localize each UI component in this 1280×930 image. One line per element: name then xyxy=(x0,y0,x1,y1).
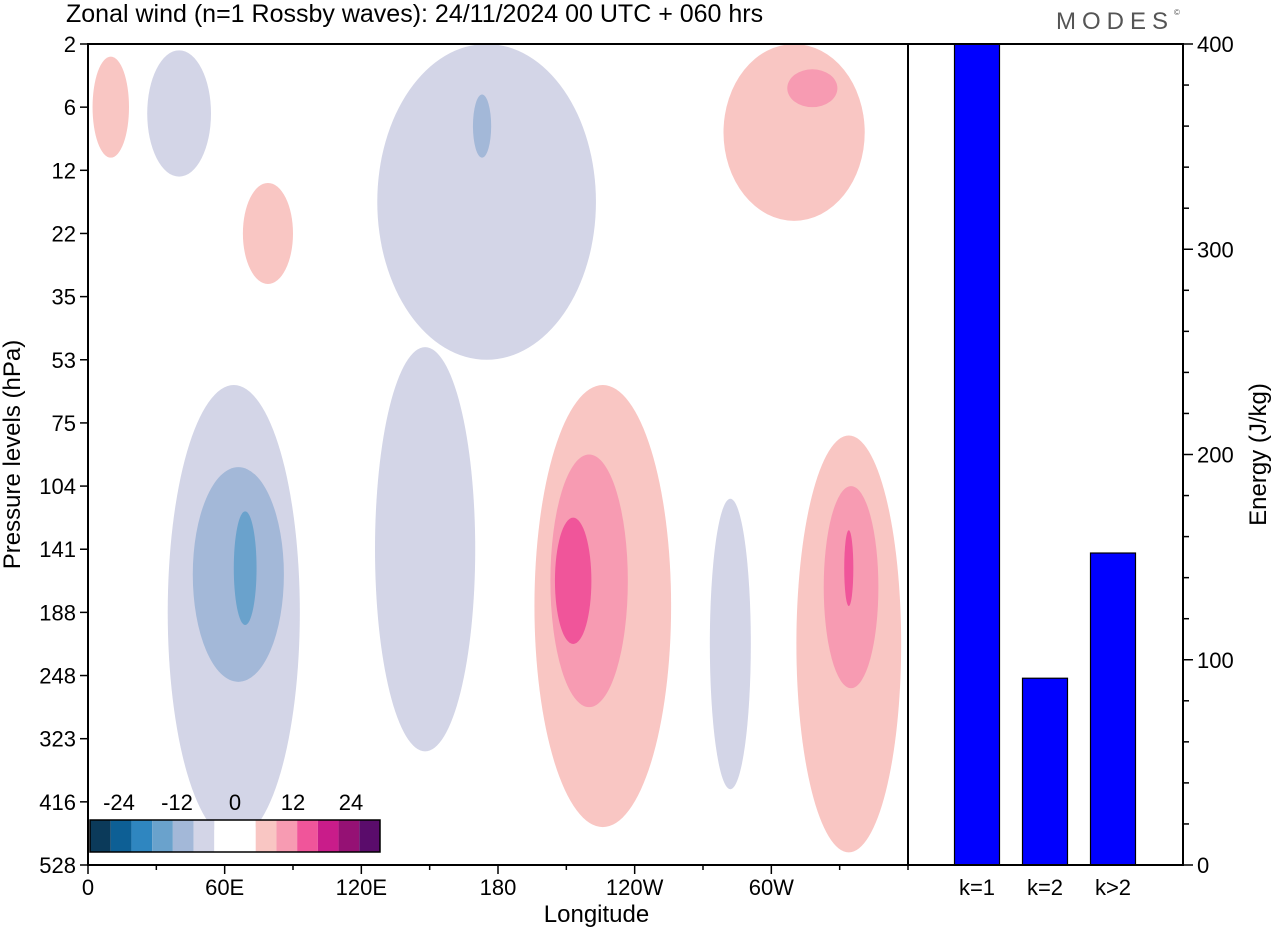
y-tick-label: 528 xyxy=(39,853,76,878)
y-tick-label: 188 xyxy=(39,600,76,625)
y-tick-label: 248 xyxy=(39,664,76,689)
energy-bar xyxy=(953,43,1001,866)
heatmap-region-pos-9 xyxy=(92,56,129,158)
energy-axis-label: Energy (J/kg) xyxy=(1245,383,1272,526)
bar-category-label: k=1 xyxy=(959,875,995,900)
bar-category-label: k=2 xyxy=(1027,875,1063,900)
y-tick-label: 53 xyxy=(52,348,76,373)
colorbar-swatch xyxy=(317,820,339,852)
colorbar: -24 -12 0 12 24 xyxy=(89,790,381,853)
colorbar-label: 0 xyxy=(229,790,241,815)
y-tick-label: 75 xyxy=(52,411,76,436)
colorbar-swatch xyxy=(152,820,173,852)
colorbar-swatch xyxy=(235,820,256,852)
energy-tick-label: 200 xyxy=(1197,443,1234,468)
colorbar-swatch xyxy=(338,820,360,852)
y-tick-label: 2 xyxy=(64,32,76,57)
y-tick-label: 6 xyxy=(64,95,76,120)
y-tick-label: 22 xyxy=(52,221,76,246)
x-tick-label: 0 xyxy=(82,875,94,900)
energy-bar xyxy=(1089,552,1137,866)
colorbar-swatch xyxy=(110,820,132,852)
heatmap-region-neg-7 xyxy=(375,347,476,752)
colorbar-swatch xyxy=(131,820,153,852)
x-tick-label: 120W xyxy=(606,875,664,900)
x-tick-label: 60W xyxy=(749,875,794,900)
colorbar-swatch xyxy=(193,820,215,852)
colorbar-swatch xyxy=(172,820,194,852)
heatmap-region-neg-1 xyxy=(147,50,211,177)
energy-tick-label: 300 xyxy=(1197,237,1234,262)
heatmap-region-neg-8 xyxy=(709,498,751,790)
heatmap-region-pos-18 xyxy=(844,530,854,607)
heatmap-region-neg-6 xyxy=(233,511,257,626)
heatmap-region-pos-15 xyxy=(554,517,592,644)
modes-logo: MODES© xyxy=(1056,8,1180,36)
y-tick-label: 104 xyxy=(39,474,76,499)
heatmap-region-neg-3 xyxy=(472,94,492,158)
colorbar-swatch xyxy=(214,820,235,852)
chart-title: Zonal wind (n=1 Rossby waves): 24/11/202… xyxy=(66,0,764,28)
colorbar-label: 12 xyxy=(281,790,305,815)
y-tick-label: 323 xyxy=(39,727,76,752)
heatmap-layer xyxy=(92,44,902,853)
bar-category-label: k>2 xyxy=(1095,875,1131,900)
x-axis-label: Longitude xyxy=(544,901,649,928)
y-tick-label: 35 xyxy=(52,285,76,310)
heatmap-region-pos-12 xyxy=(787,69,838,108)
y-axis-label: Pressure levels (hPa) xyxy=(0,340,26,569)
logo-text: MODES xyxy=(1056,8,1175,35)
x-tick-label: 120E xyxy=(336,875,387,900)
heatmap-region-pos-11 xyxy=(723,44,865,221)
heatmap-region-neg-2 xyxy=(377,44,596,360)
colorbar-swatch xyxy=(297,820,318,852)
colorbar-swatch xyxy=(359,820,380,852)
energy-bar xyxy=(1021,677,1069,866)
axis-layer: 2 6 12 22 35 53 75 104 141 188 248 323 416 528 Pressur… xyxy=(0,32,1272,928)
logo-mark: © xyxy=(1174,8,1180,17)
x-tick-label: 180 xyxy=(480,875,517,900)
energy-tick-label: 0 xyxy=(1197,853,1209,878)
heatmap-region-pos-10 xyxy=(242,182,293,284)
y-tick-label: 12 xyxy=(52,158,76,183)
energy-tick-label: 400 xyxy=(1197,32,1234,57)
colorbar-frame xyxy=(89,819,381,853)
colorbar-label: -24 xyxy=(103,790,135,815)
heatmap-regions xyxy=(92,44,902,853)
energy-tick-label: 100 xyxy=(1197,648,1234,673)
y-tick-label: 141 xyxy=(39,537,76,562)
colorbar-label: -12 xyxy=(161,790,193,815)
x-tick-label: 60E xyxy=(205,875,244,900)
colorbar-swatch xyxy=(276,820,298,852)
y-tick-label: 416 xyxy=(39,790,76,815)
colorbar-swatch xyxy=(90,820,111,852)
colorbar-swatch xyxy=(255,820,277,852)
colorbar-label: 24 xyxy=(339,790,363,815)
bar-layer: k=1 k=2 k>2 xyxy=(953,43,1137,900)
